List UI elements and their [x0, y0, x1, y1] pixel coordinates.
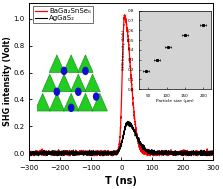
- Y-axis label: SHG intensity (Volt): SHG intensity (Volt): [3, 36, 12, 126]
- AgGaS₂: [107, 153, 109, 156]
- AgGaS₂: [99, 151, 101, 153]
- AgGaS₂: [209, 152, 211, 154]
- AgGaS₂: [212, 153, 215, 155]
- BaGa₂SnSe₆: [49, 153, 52, 155]
- BaGa₂SnSe₆: [189, 150, 192, 153]
- AgGaS₂: [60, 154, 63, 156]
- BaGa₂SnSe₆: [60, 151, 63, 154]
- BaGa₂SnSe₆: [33, 155, 35, 157]
- AgGaS₂: [49, 151, 52, 153]
- AgGaS₂: [126, 120, 129, 122]
- X-axis label: T (ns): T (ns): [105, 176, 137, 186]
- AgGaS₂: [37, 155, 40, 157]
- BaGa₂SnSe₆: [212, 152, 215, 154]
- Legend: BaGa₂SnSe₆, AgGaS₂: BaGa₂SnSe₆, AgGaS₂: [33, 6, 93, 23]
- BaGa₂SnSe₆: [99, 154, 101, 156]
- BaGa₂SnSe₆: [209, 151, 211, 153]
- BaGa₂SnSe₆: [123, 14, 126, 16]
- AgGaS₂: [28, 154, 31, 156]
- BaGa₂SnSe₆: [28, 151, 31, 154]
- AgGaS₂: [189, 152, 192, 154]
- Line: BaGa₂SnSe₆: BaGa₂SnSe₆: [29, 15, 213, 156]
- Line: AgGaS₂: AgGaS₂: [29, 121, 213, 156]
- Text: ~5.2 AgGaS₂: ~5.2 AgGaS₂: [143, 24, 207, 33]
- BaGa₂SnSe₆: [107, 152, 109, 154]
